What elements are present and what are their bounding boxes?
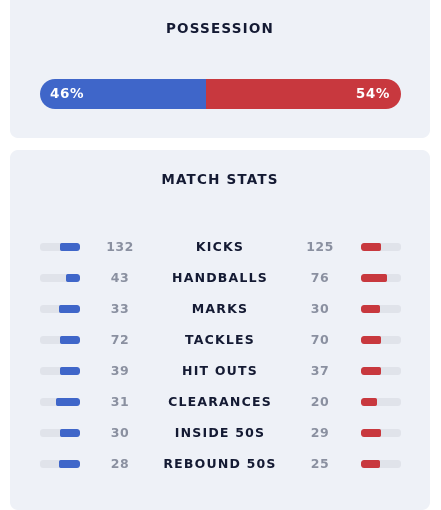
home-stat-value: 33 <box>110 301 130 316</box>
away-stat-fill <box>361 429 381 437</box>
stat-row: 33 MARKS 30 <box>10 300 430 320</box>
away-stat-fill <box>361 336 381 344</box>
home-stat-value: 28 <box>110 456 130 471</box>
home-stat-fill <box>59 336 80 344</box>
away-stat-bar <box>361 274 401 282</box>
away-stat-value: 25 <box>310 456 330 471</box>
home-stat-fill <box>59 429 80 437</box>
stat-label: TACKLES <box>185 332 255 347</box>
stat-label: INSIDE 50S <box>174 425 266 440</box>
home-stat-bar <box>40 429 80 437</box>
home-stat-fill <box>59 367 80 375</box>
home-stat-bar <box>40 274 80 282</box>
home-stat-value: 43 <box>110 270 130 285</box>
stat-label: KICKS <box>195 239 245 254</box>
home-stat-value: 72 <box>110 332 130 347</box>
home-stat-fill <box>59 305 80 313</box>
away-stat-value: 30 <box>310 301 330 316</box>
home-stat-value: 39 <box>110 363 130 378</box>
home-stat-bar <box>40 243 80 251</box>
possession-away-label: 54% <box>355 86 390 102</box>
stat-row: 28 REBOUND 50S 25 <box>10 455 430 475</box>
match-stats-card: MATCH STATS 132 KICKS 125 43 HANDBALLS 76 33 MA… <box>10 150 430 510</box>
stat-label: MARKS <box>191 301 249 316</box>
possession-bar: 46% 54% <box>40 79 401 109</box>
away-stat-bar <box>361 398 401 406</box>
stat-row: 132 KICKS 125 <box>10 238 430 258</box>
away-stat-value: 125 <box>306 239 334 254</box>
possession-title: POSSESSION <box>165 21 275 37</box>
away-stat-value: 76 <box>310 270 330 285</box>
away-stat-bar <box>361 336 401 344</box>
stat-row: 31 CLEARANCES 20 <box>10 393 430 413</box>
home-stat-fill <box>59 243 80 251</box>
away-stat-fill <box>361 367 381 375</box>
stat-row: 39 HIT OUTS 37 <box>10 362 430 382</box>
away-stat-fill <box>361 460 380 468</box>
home-stat-fill <box>58 460 80 468</box>
stat-row: 72 TACKLES 70 <box>10 331 430 351</box>
stat-row: 43 HANDBALLS 76 <box>10 269 430 289</box>
stat-label: HANDBALLS <box>172 270 268 285</box>
stat-label: REBOUND 50S <box>163 456 277 471</box>
stat-row: 30 INSIDE 50S 29 <box>10 424 430 444</box>
possession-away-segment: 54% <box>206 79 401 109</box>
possession-card: POSSESSION 46% 54% <box>10 0 430 138</box>
home-stat-value: 31 <box>110 394 130 409</box>
home-stat-bar <box>40 460 80 468</box>
home-stat-bar <box>40 305 80 313</box>
away-stat-bar <box>361 367 401 375</box>
away-stat-value: 20 <box>310 394 330 409</box>
possession-home-segment: 46% <box>40 79 207 109</box>
stat-label: HIT OUTS <box>182 363 258 378</box>
away-stat-value: 37 <box>310 363 330 378</box>
away-stat-bar <box>361 305 401 313</box>
away-stat-bar <box>361 243 401 251</box>
home-stat-bar <box>40 367 80 375</box>
away-stat-value: 29 <box>310 425 330 440</box>
home-stat-value: 132 <box>106 239 134 254</box>
away-stat-fill <box>361 243 381 251</box>
away-stat-fill <box>361 398 377 406</box>
home-stat-value: 30 <box>110 425 130 440</box>
match-stats-title: MATCH STATS <box>161 172 279 188</box>
home-stat-fill <box>65 274 80 282</box>
away-stat-bar <box>361 460 401 468</box>
away-stat-fill <box>361 305 381 313</box>
home-stat-bar <box>40 398 80 406</box>
possession-home-label: 46% <box>50 86 85 102</box>
stat-label: CLEARANCES <box>168 394 272 409</box>
home-stat-bar <box>40 336 80 344</box>
away-stat-bar <box>361 429 401 437</box>
away-stat-value: 70 <box>310 332 330 347</box>
away-stat-fill <box>361 274 387 282</box>
home-stat-fill <box>55 398 80 406</box>
